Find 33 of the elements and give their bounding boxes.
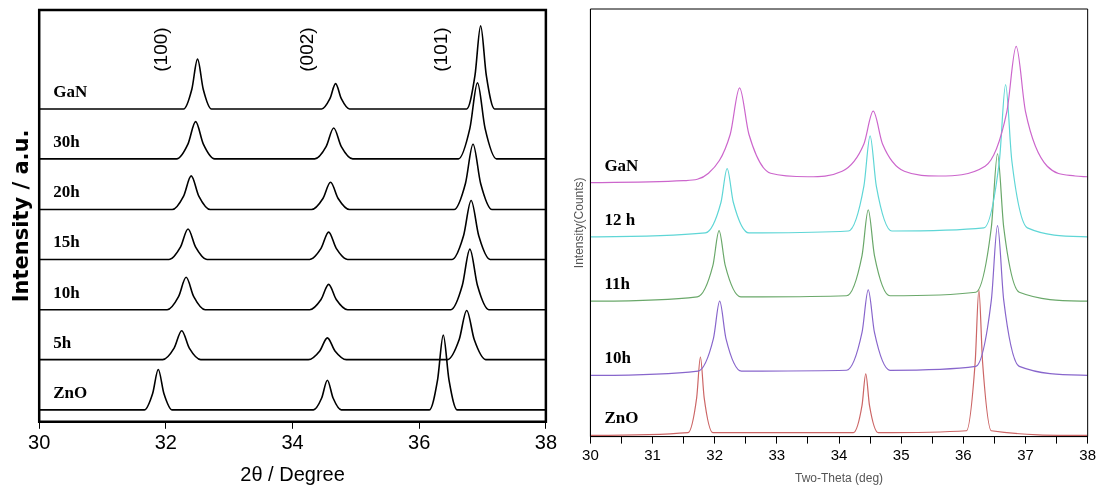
x-axis-title: Two-Theta (deg) (795, 471, 884, 486)
annotation: (002) (295, 27, 317, 72)
y-axis-title: Intensity / a.u. (9, 129, 34, 303)
series-label: GaN (53, 81, 88, 101)
x-tick-label: 31 (644, 445, 661, 463)
series-label: 15h (53, 232, 81, 252)
x-tick-label: 32 (706, 445, 724, 463)
series-label: 20h (53, 182, 81, 202)
x-tick-label: 34 (281, 431, 304, 454)
series-label: ZnO (604, 408, 639, 428)
x-tick-label: 33 (768, 445, 786, 463)
x-tick-label: 36 (955, 445, 972, 463)
x-tick-label: 30 (582, 445, 599, 463)
annotation: (101) (430, 27, 452, 72)
series-label: 11h (604, 274, 631, 294)
annotation: (100) (150, 27, 172, 72)
x-axis-title: 2θ / Degree (240, 462, 345, 485)
series-label: 10h (604, 348, 632, 368)
series-label: 10h (53, 282, 81, 302)
x-tick-label: 37 (1017, 445, 1034, 463)
x-tick-label: 34 (830, 445, 848, 463)
x-tick-label: 38 (1079, 445, 1096, 463)
series-label: GaN (604, 155, 640, 175)
series-label: 5h (53, 332, 72, 352)
series-label: ZnO (53, 382, 88, 402)
series-label: 30h (53, 131, 81, 151)
x-tick-label: 36 (408, 431, 431, 454)
series-label: 12 h (604, 209, 636, 229)
x-tick-label: 38 (534, 431, 557, 454)
x-tick-label: 35 (892, 445, 910, 463)
x-tick-label: 30 (28, 431, 51, 454)
x-tick-label: 32 (154, 431, 177, 454)
y-axis-title: Intensity(Counts) (571, 177, 586, 269)
